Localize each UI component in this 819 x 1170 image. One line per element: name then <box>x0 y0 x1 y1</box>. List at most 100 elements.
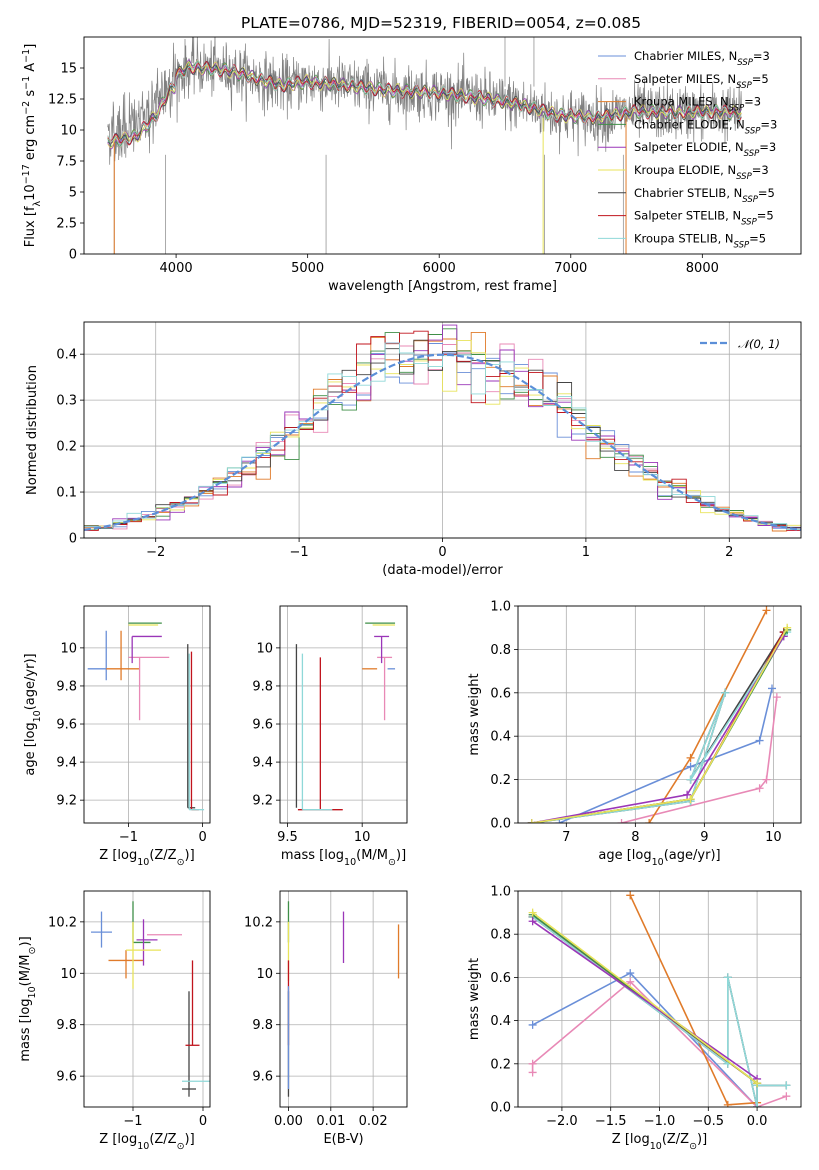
axes-frame <box>83 890 211 1108</box>
weight-line <box>532 920 758 1080</box>
y-tick-label: 1.0 <box>490 885 511 900</box>
y-tick-label: 0.0 <box>490 1101 511 1116</box>
weight-marker <box>555 819 564 823</box>
x-tick-label: 8 <box>631 830 639 845</box>
x-tick-label: 9 <box>700 830 708 845</box>
weight-line <box>532 911 758 1084</box>
y-tick-label: 0.6 <box>490 686 511 701</box>
weight-marker <box>753 1103 762 1107</box>
x-tick-label: 0.0 <box>747 1114 768 1129</box>
histogram-krou_stelib <box>84 342 801 530</box>
plot-area <box>295 622 396 811</box>
age-vs-metallicity-panel: −1 0 9.2 9.4 9.6 9.8 10 Z [log10(Z/Z⊙)] age [log… <box>23 605 211 868</box>
x-tick-label: −1.0 <box>644 1114 676 1129</box>
weight-marker <box>782 1092 791 1101</box>
weight-marker <box>617 819 626 823</box>
weight-marker <box>782 1081 791 1090</box>
x-tick-label: 0.01 <box>316 1114 345 1129</box>
weight-line-salp_miles <box>617 693 781 823</box>
y-tick-label: 9.2 <box>56 794 77 809</box>
weight-marker <box>723 1100 732 1107</box>
legend-label-salp_miles: Salpeter MILES, NSSP=5 <box>634 72 769 91</box>
weight-line <box>531 631 785 823</box>
errorbar-point-chab_stelib <box>182 991 196 1097</box>
axes-frame <box>83 605 211 824</box>
plot-area <box>527 606 792 823</box>
y-tick-label: 9.8 <box>252 1018 273 1033</box>
x-tick-label: 0.00 <box>274 1114 303 1129</box>
weight-line <box>531 631 785 823</box>
legend-label-krou_stelib: Kroupa STELIB, NSSP=5 <box>634 231 766 250</box>
weight-marker <box>723 973 732 982</box>
weight-line <box>621 697 778 823</box>
x-tick-label: 4000 <box>160 261 193 276</box>
y-tick-label: 10 <box>256 641 273 656</box>
errorbar-point-salp_elodie <box>374 635 390 664</box>
x-tick-label: −1.5 <box>595 1114 627 1129</box>
x-tick-label: 10 <box>354 830 371 845</box>
weight-marker <box>755 784 764 793</box>
y-tick-label: 0.6 <box>490 971 511 986</box>
y-tick-label: 9.2 <box>252 794 273 809</box>
spectrum-panel: 4000 5000 6000 7000 8000 0 2.5 5 7.5 10 12.5 15 wave… <box>21 36 802 294</box>
y-tick-label: 5 <box>69 186 77 201</box>
y-tick-label: 0.8 <box>490 928 511 943</box>
y-tick-label: 0 <box>69 532 77 547</box>
y-tick-label: 10 <box>60 967 77 982</box>
weight-line-krou_stelib <box>527 628 792 823</box>
mass-vs-ebv-panel: 0.00 0.01 0.02 9.6 9.8 10 10.2 E(B-V) <box>244 890 408 1147</box>
x-axis-label: (data-model)/error <box>382 563 503 578</box>
axes-frame <box>83 36 802 255</box>
errorbar-point-chab_miles <box>87 630 107 681</box>
x-tick-label: −1 <box>119 830 138 845</box>
y-tick-label: 1.0 <box>490 600 511 615</box>
weight-line-chab_miles <box>555 684 777 823</box>
weight-marker <box>686 762 695 771</box>
errorbar-point-salp_elodie <box>131 635 162 664</box>
weight-line <box>559 688 773 823</box>
legend-label-chab_miles: Chabrier MILES, NSSP=3 <box>634 49 770 68</box>
weight-marker <box>783 623 792 632</box>
plot-area <box>287 901 400 1097</box>
y-tick-label: 0.8 <box>490 643 511 658</box>
y-tick-label: 0.2 <box>490 773 511 788</box>
errorbar-point-krou_miles <box>108 950 144 979</box>
weight-marker <box>528 908 537 917</box>
y-tick-label: 10 <box>60 124 77 139</box>
errorbar-point-salp_stelib <box>185 960 200 1046</box>
y-tick-label: 9.6 <box>252 718 273 733</box>
weight-marker <box>528 1068 537 1077</box>
x-tick-label: 9.5 <box>277 830 298 845</box>
y-tick-label: 10.2 <box>244 915 273 930</box>
residuals-panel: −2 −1 0 1 2 0 0.1 0.2 0.3 0.4 (data-model)/error No… <box>25 321 802 578</box>
errorbar-point-chab_miles <box>91 911 112 948</box>
axes-frame <box>279 605 408 824</box>
histogram-krou_elodie <box>84 339 801 527</box>
weight-line <box>531 629 788 823</box>
weight-line <box>531 631 788 823</box>
y-tick-label: 9.8 <box>56 1018 77 1033</box>
weight-marker <box>626 977 635 986</box>
histogram-salp_elodie <box>84 324 801 529</box>
x-tick-label: 5000 <box>291 261 324 276</box>
legend-label-salp_elodie: Salpeter ELODIE, NSSP=3 <box>634 140 776 159</box>
errorbar-point-salp_stelib <box>297 657 343 811</box>
weight-line-chab_miles <box>528 969 762 1107</box>
weight-line-chab_elodie <box>528 910 762 1088</box>
weight-vs-metallicity-panel: −2.0 −1.5 −1.0 −0.5 0.0 0.0 0.2 0.4 0.6 0.8 1.0 Z [… <box>467 885 802 1152</box>
errorbar-point-salp_miles <box>128 656 170 721</box>
y-tick-label: 9.6 <box>56 1070 77 1085</box>
y-tick-label: 0 <box>69 248 77 263</box>
x-tick-label: −2 <box>146 545 165 560</box>
errorbar-point-krou_stelib <box>301 653 333 811</box>
legend-label-normal: 𝒩(0, 1) <box>738 337 780 351</box>
x-tick-label: −1 <box>123 1114 142 1129</box>
y-tick-label: 9.8 <box>252 679 273 694</box>
legend-label-krou_miles: Kroupa MILES, NSSP=3 <box>634 95 761 114</box>
weight-line-krou_miles <box>645 606 771 823</box>
y-tick-label: 0.2 <box>56 440 77 455</box>
weight-marker <box>762 775 771 784</box>
weight-line-krou_elodie <box>527 623 792 823</box>
y-tick-label: 2.5 <box>56 217 77 232</box>
y-tick-label: 9.4 <box>56 756 77 771</box>
